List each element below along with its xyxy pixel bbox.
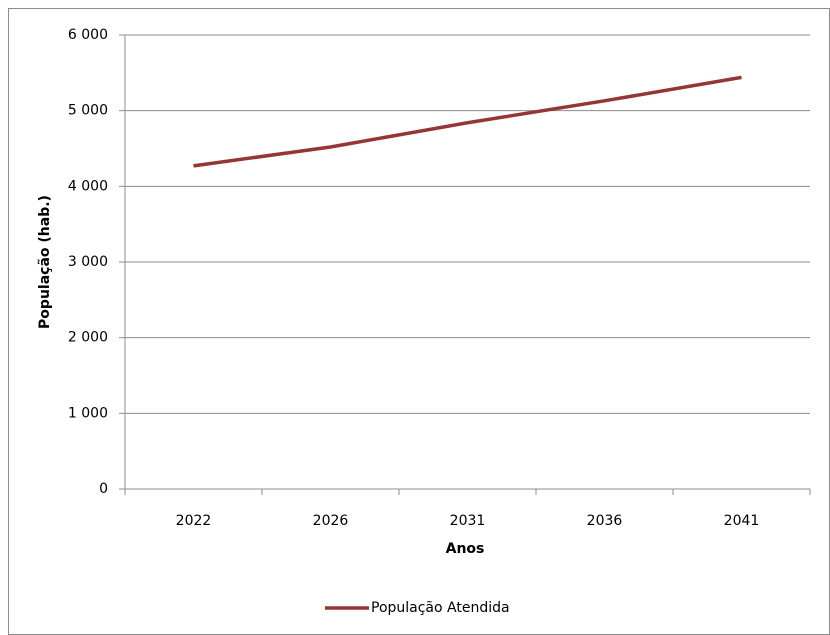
- chart-frame: [8, 8, 830, 635]
- y-axis-title: População (hab.): [37, 195, 53, 329]
- y-tick-label: 2 000: [68, 330, 108, 346]
- x-axis-title: Anos: [446, 541, 485, 557]
- x-tick-label: 2022: [176, 513, 212, 529]
- y-tick-label: 3 000: [68, 254, 108, 270]
- legend-label: População Atendida: [371, 600, 510, 616]
- y-tick-label: 5 000: [68, 103, 108, 119]
- y-tick-label: 4 000: [68, 178, 108, 194]
- data-line: [193, 75, 742, 168]
- y-tick-label: 6 000: [68, 27, 108, 43]
- x-tick-label: 2026: [313, 513, 349, 529]
- x-tick-label: 2036: [587, 513, 623, 529]
- y-tick-label: 1 000: [68, 405, 108, 421]
- x-tick-label: 2031: [450, 513, 486, 529]
- y-tick-label: 0: [99, 481, 108, 497]
- x-tick-label: 2041: [724, 513, 760, 529]
